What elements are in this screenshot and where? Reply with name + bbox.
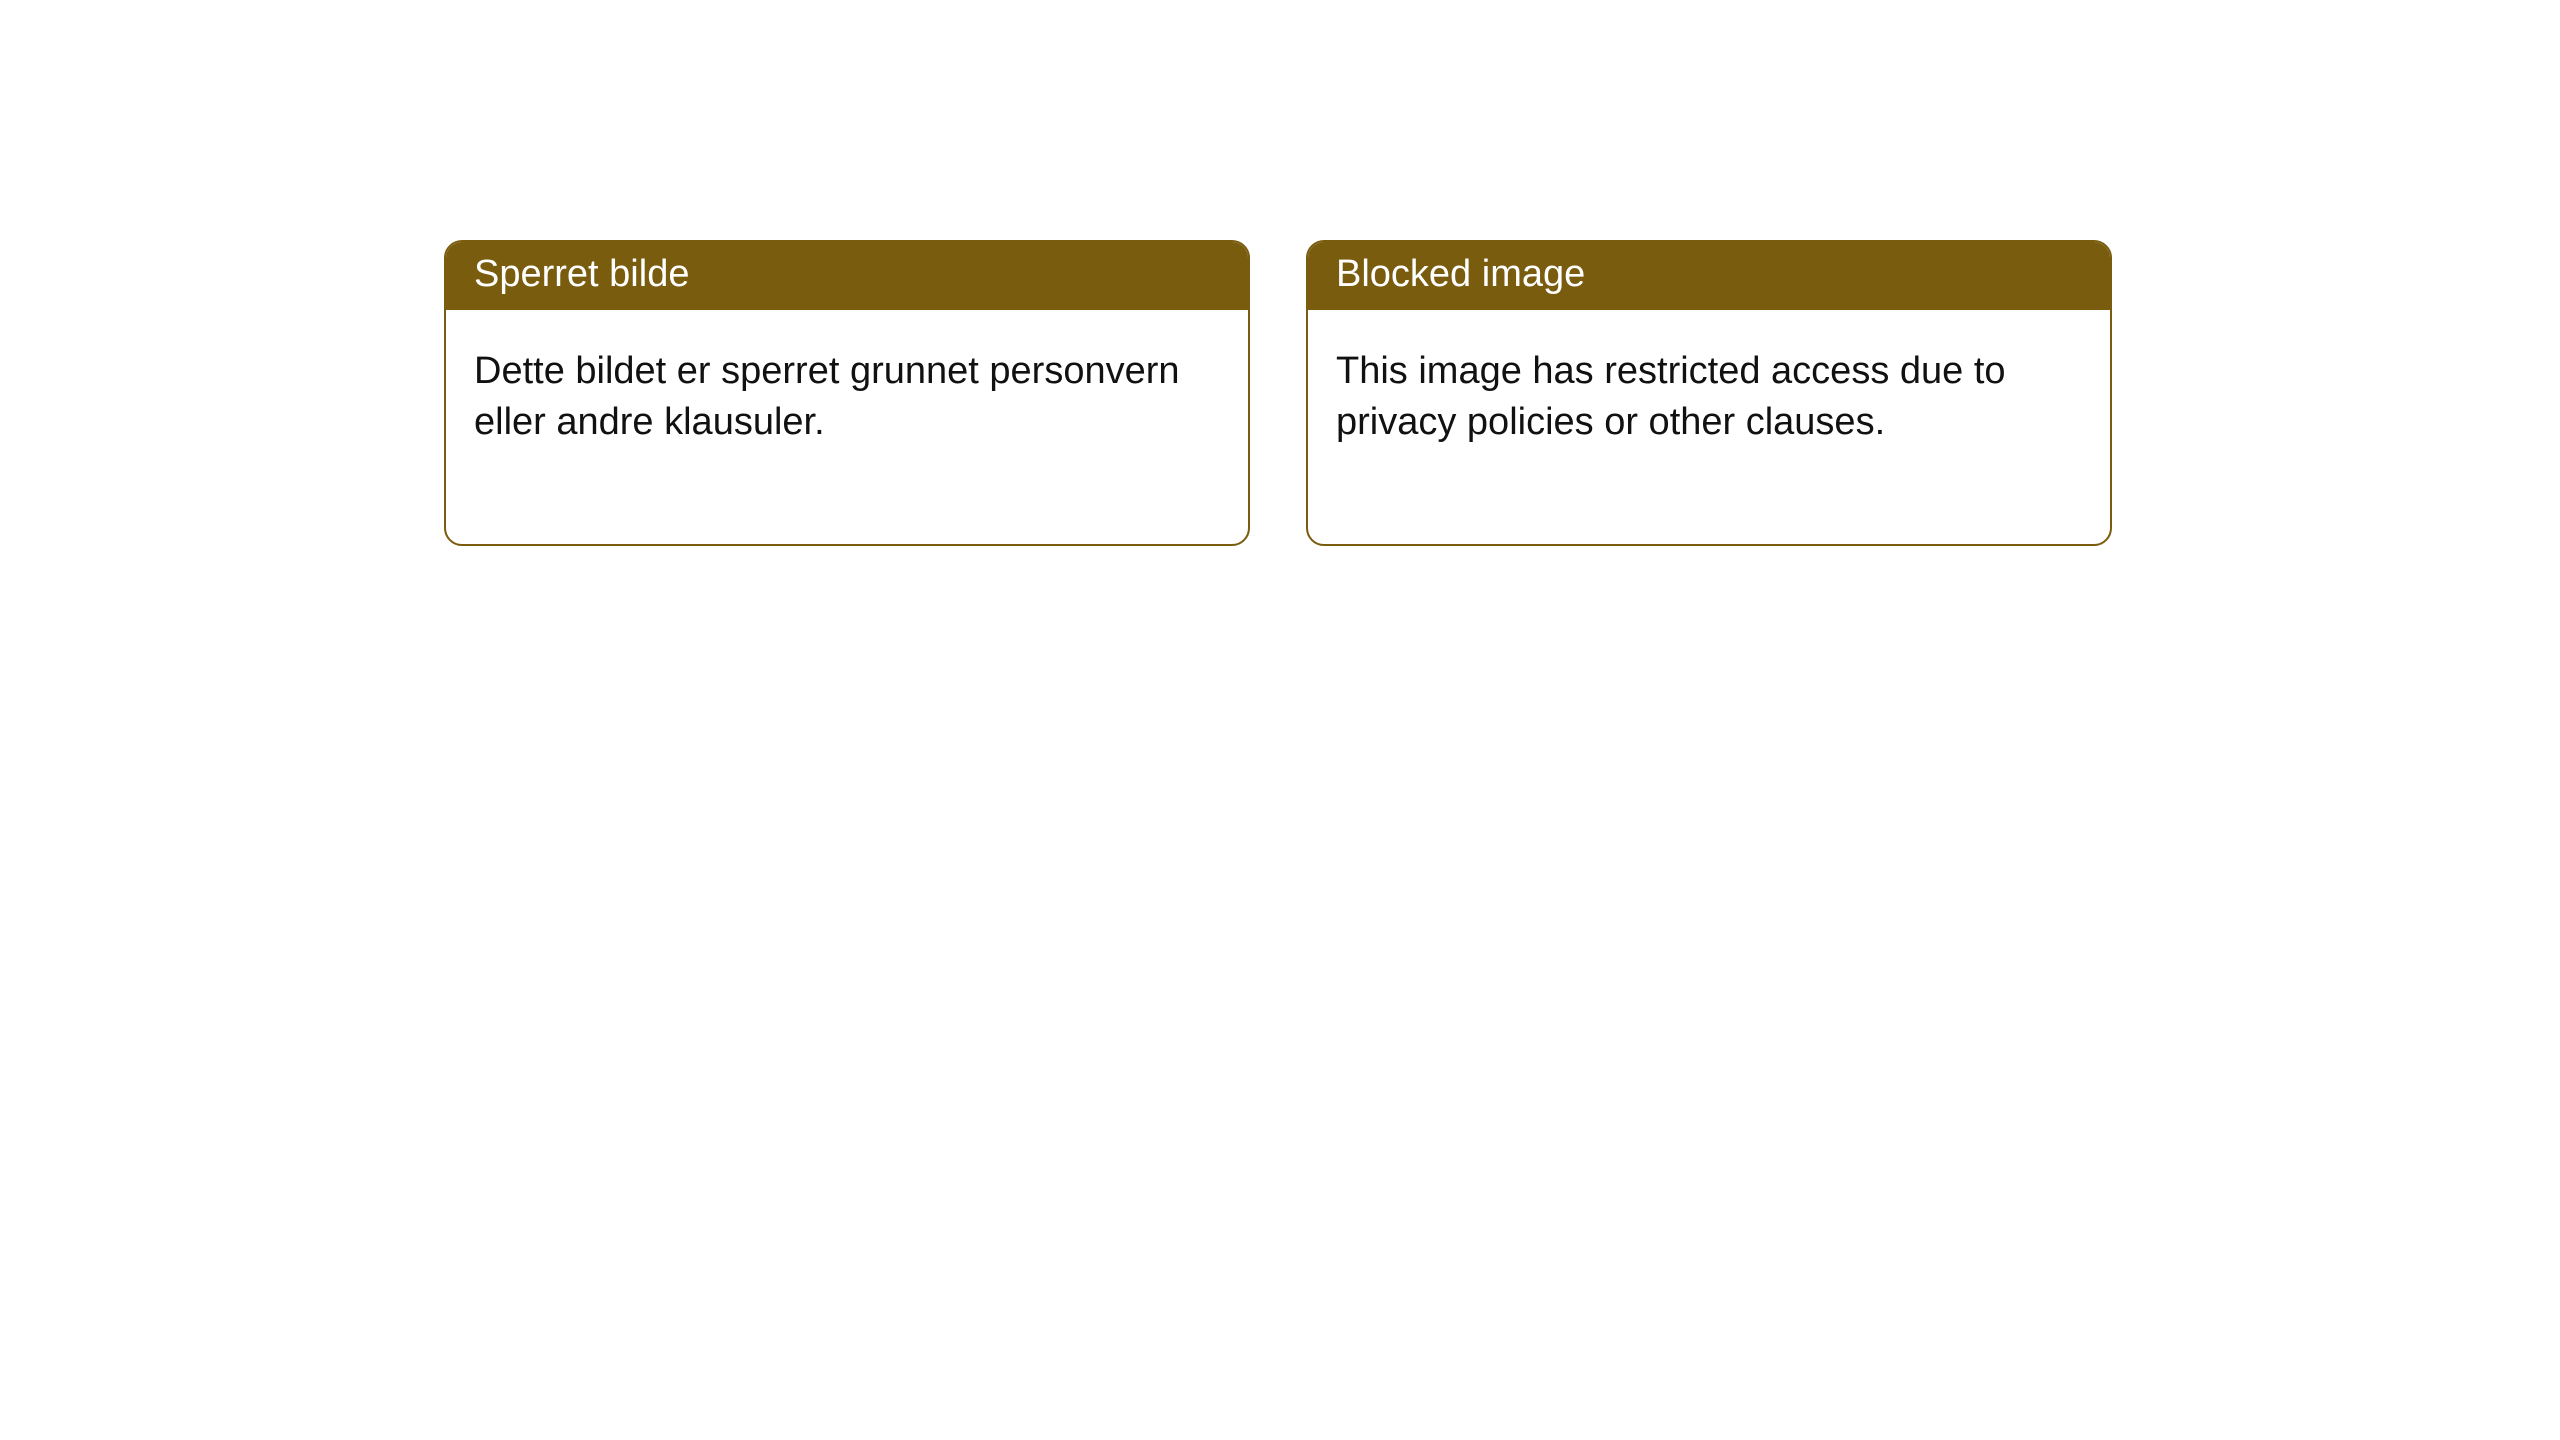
notice-container: Sperret bilde Dette bildet er sperret gr… [0,0,2560,546]
card-header: Blocked image [1308,242,2110,310]
card-body: This image has restricted access due to … [1308,310,2110,545]
card-body: Dette bildet er sperret grunnet personve… [446,310,1248,545]
notice-card-english: Blocked image This image has restricted … [1306,240,2112,546]
card-header: Sperret bilde [446,242,1248,310]
notice-card-norwegian: Sperret bilde Dette bildet er sperret gr… [444,240,1250,546]
